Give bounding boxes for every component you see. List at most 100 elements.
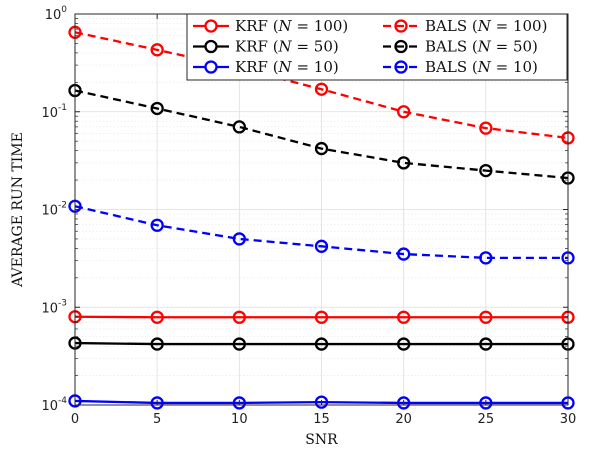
legend-marker — [204, 60, 218, 74]
data-point — [397, 337, 411, 351]
legend-method: KRF — [235, 17, 268, 35]
legend-marker — [394, 60, 408, 74]
legend-n: 10 — [314, 58, 333, 76]
data-point — [150, 43, 164, 57]
x-tick-label: 0 — [71, 412, 79, 427]
legend-method: BALS — [425, 17, 467, 35]
legend-eq: = — [292, 58, 314, 76]
legend-paren: ( — [467, 58, 478, 76]
y-tick-label-exponent: -4 — [58, 396, 67, 406]
series-line — [74, 205, 568, 260]
data-point — [232, 120, 246, 134]
series-line — [74, 341, 568, 346]
legend-eq: = — [491, 38, 513, 56]
data-point — [397, 247, 411, 261]
legend-paren: ) — [342, 17, 348, 35]
data-point — [232, 310, 246, 324]
legend-n: 50 — [513, 38, 532, 56]
y-tick-label: 10-3 — [41, 298, 67, 316]
legend-paren: ) — [532, 58, 538, 76]
data-point — [232, 232, 246, 246]
legend-paren: ) — [532, 38, 538, 56]
legend-paren: ( — [268, 17, 279, 35]
x-tick-label: 10 — [231, 412, 248, 427]
legend-label: KRF (N = 50) — [235, 38, 339, 56]
legend-n: 10 — [513, 58, 532, 76]
y-axis-label: AVERAGE RUN TIME — [10, 132, 26, 288]
legend-eq: = — [292, 38, 314, 56]
data-point — [479, 163, 493, 178]
legend-paren: ) — [542, 17, 548, 35]
legend-param: N — [278, 38, 293, 56]
y-tick-label-base: 10 — [41, 399, 58, 414]
x-tick-label: 25 — [478, 412, 495, 427]
y-tick-label: 10-1 — [41, 103, 67, 121]
data-point — [479, 396, 493, 410]
series-line — [74, 315, 568, 319]
data-point — [150, 218, 164, 232]
data-point — [314, 395, 329, 409]
series-line — [74, 31, 569, 140]
x-tick-label: 5 — [153, 412, 161, 427]
legend-item: BALS (N = 100) — [383, 17, 547, 35]
legend-label: BALS (N = 50) — [425, 38, 538, 56]
x-tick-label: 15 — [313, 412, 330, 427]
y-tick-label-base: 10 — [41, 106, 58, 121]
legend-eq: = — [491, 58, 513, 76]
legend-paren: ) — [333, 58, 339, 76]
data-point — [479, 310, 493, 324]
data-point — [232, 337, 246, 351]
legend-param: N — [477, 58, 492, 76]
y-tick-label-exponent: -2 — [58, 201, 67, 211]
legend-eq: = — [292, 17, 314, 35]
legend-item: BALS (N = 10) — [383, 58, 538, 76]
legend-marker — [204, 19, 218, 33]
legend-marker — [394, 19, 408, 33]
x-tick-label: 30 — [560, 412, 577, 427]
y-tick-label-exponent: 0 — [61, 5, 67, 15]
legend-marker — [204, 39, 218, 54]
legend-paren: ( — [467, 38, 478, 56]
series-line — [74, 89, 569, 180]
data-point — [232, 396, 246, 410]
legend-n: 50 — [314, 38, 333, 56]
legend-param: N — [278, 17, 293, 35]
data-point — [314, 239, 329, 253]
data-point — [150, 337, 164, 351]
x-tick-labels: 0 5 10 15 20 25 30 — [71, 412, 576, 427]
x-axis-label: SNR — [305, 432, 338, 448]
legend-label: BALS (N = 10) — [425, 58, 538, 76]
data-point — [314, 337, 329, 351]
legend-eq: = — [491, 17, 513, 35]
data-point — [479, 251, 493, 265]
series-krf-n50 — [68, 336, 575, 351]
legend-item: KRF (N = 100) — [193, 17, 348, 35]
series-krf-n100 — [68, 310, 575, 324]
legend-method: KRF — [235, 38, 268, 56]
legend-method: KRF — [235, 58, 268, 76]
data-point — [397, 396, 411, 410]
legend-n: 100 — [513, 17, 542, 35]
y-tick-label-exponent: -3 — [58, 298, 67, 308]
series-bals-n10 — [68, 199, 575, 265]
legend-paren: ( — [467, 17, 478, 35]
legend: KRF (N = 100) BALS (N = 100)KRF (N = 50) B… — [186, 13, 568, 81]
legend-param: N — [477, 17, 492, 35]
data-point — [314, 82, 329, 96]
legend-item: BALS (N = 50) — [383, 38, 538, 56]
legend-param: N — [477, 38, 492, 56]
legend-item: KRF (N = 50) — [193, 38, 339, 56]
legend-paren: ) — [333, 38, 339, 56]
data-point — [479, 337, 493, 351]
data-point — [397, 156, 411, 170]
data-point — [479, 121, 493, 135]
y-tick-label-base: 10 — [45, 8, 62, 23]
data-point — [314, 141, 329, 156]
data-point — [397, 310, 411, 324]
legend-item: KRF (N = 10) — [193, 58, 339, 76]
y-tick-label: 100 — [45, 5, 68, 23]
legend-n: 100 — [314, 17, 343, 35]
legend-param: N — [278, 58, 293, 76]
legend-label: KRF (N = 100) — [235, 17, 348, 35]
